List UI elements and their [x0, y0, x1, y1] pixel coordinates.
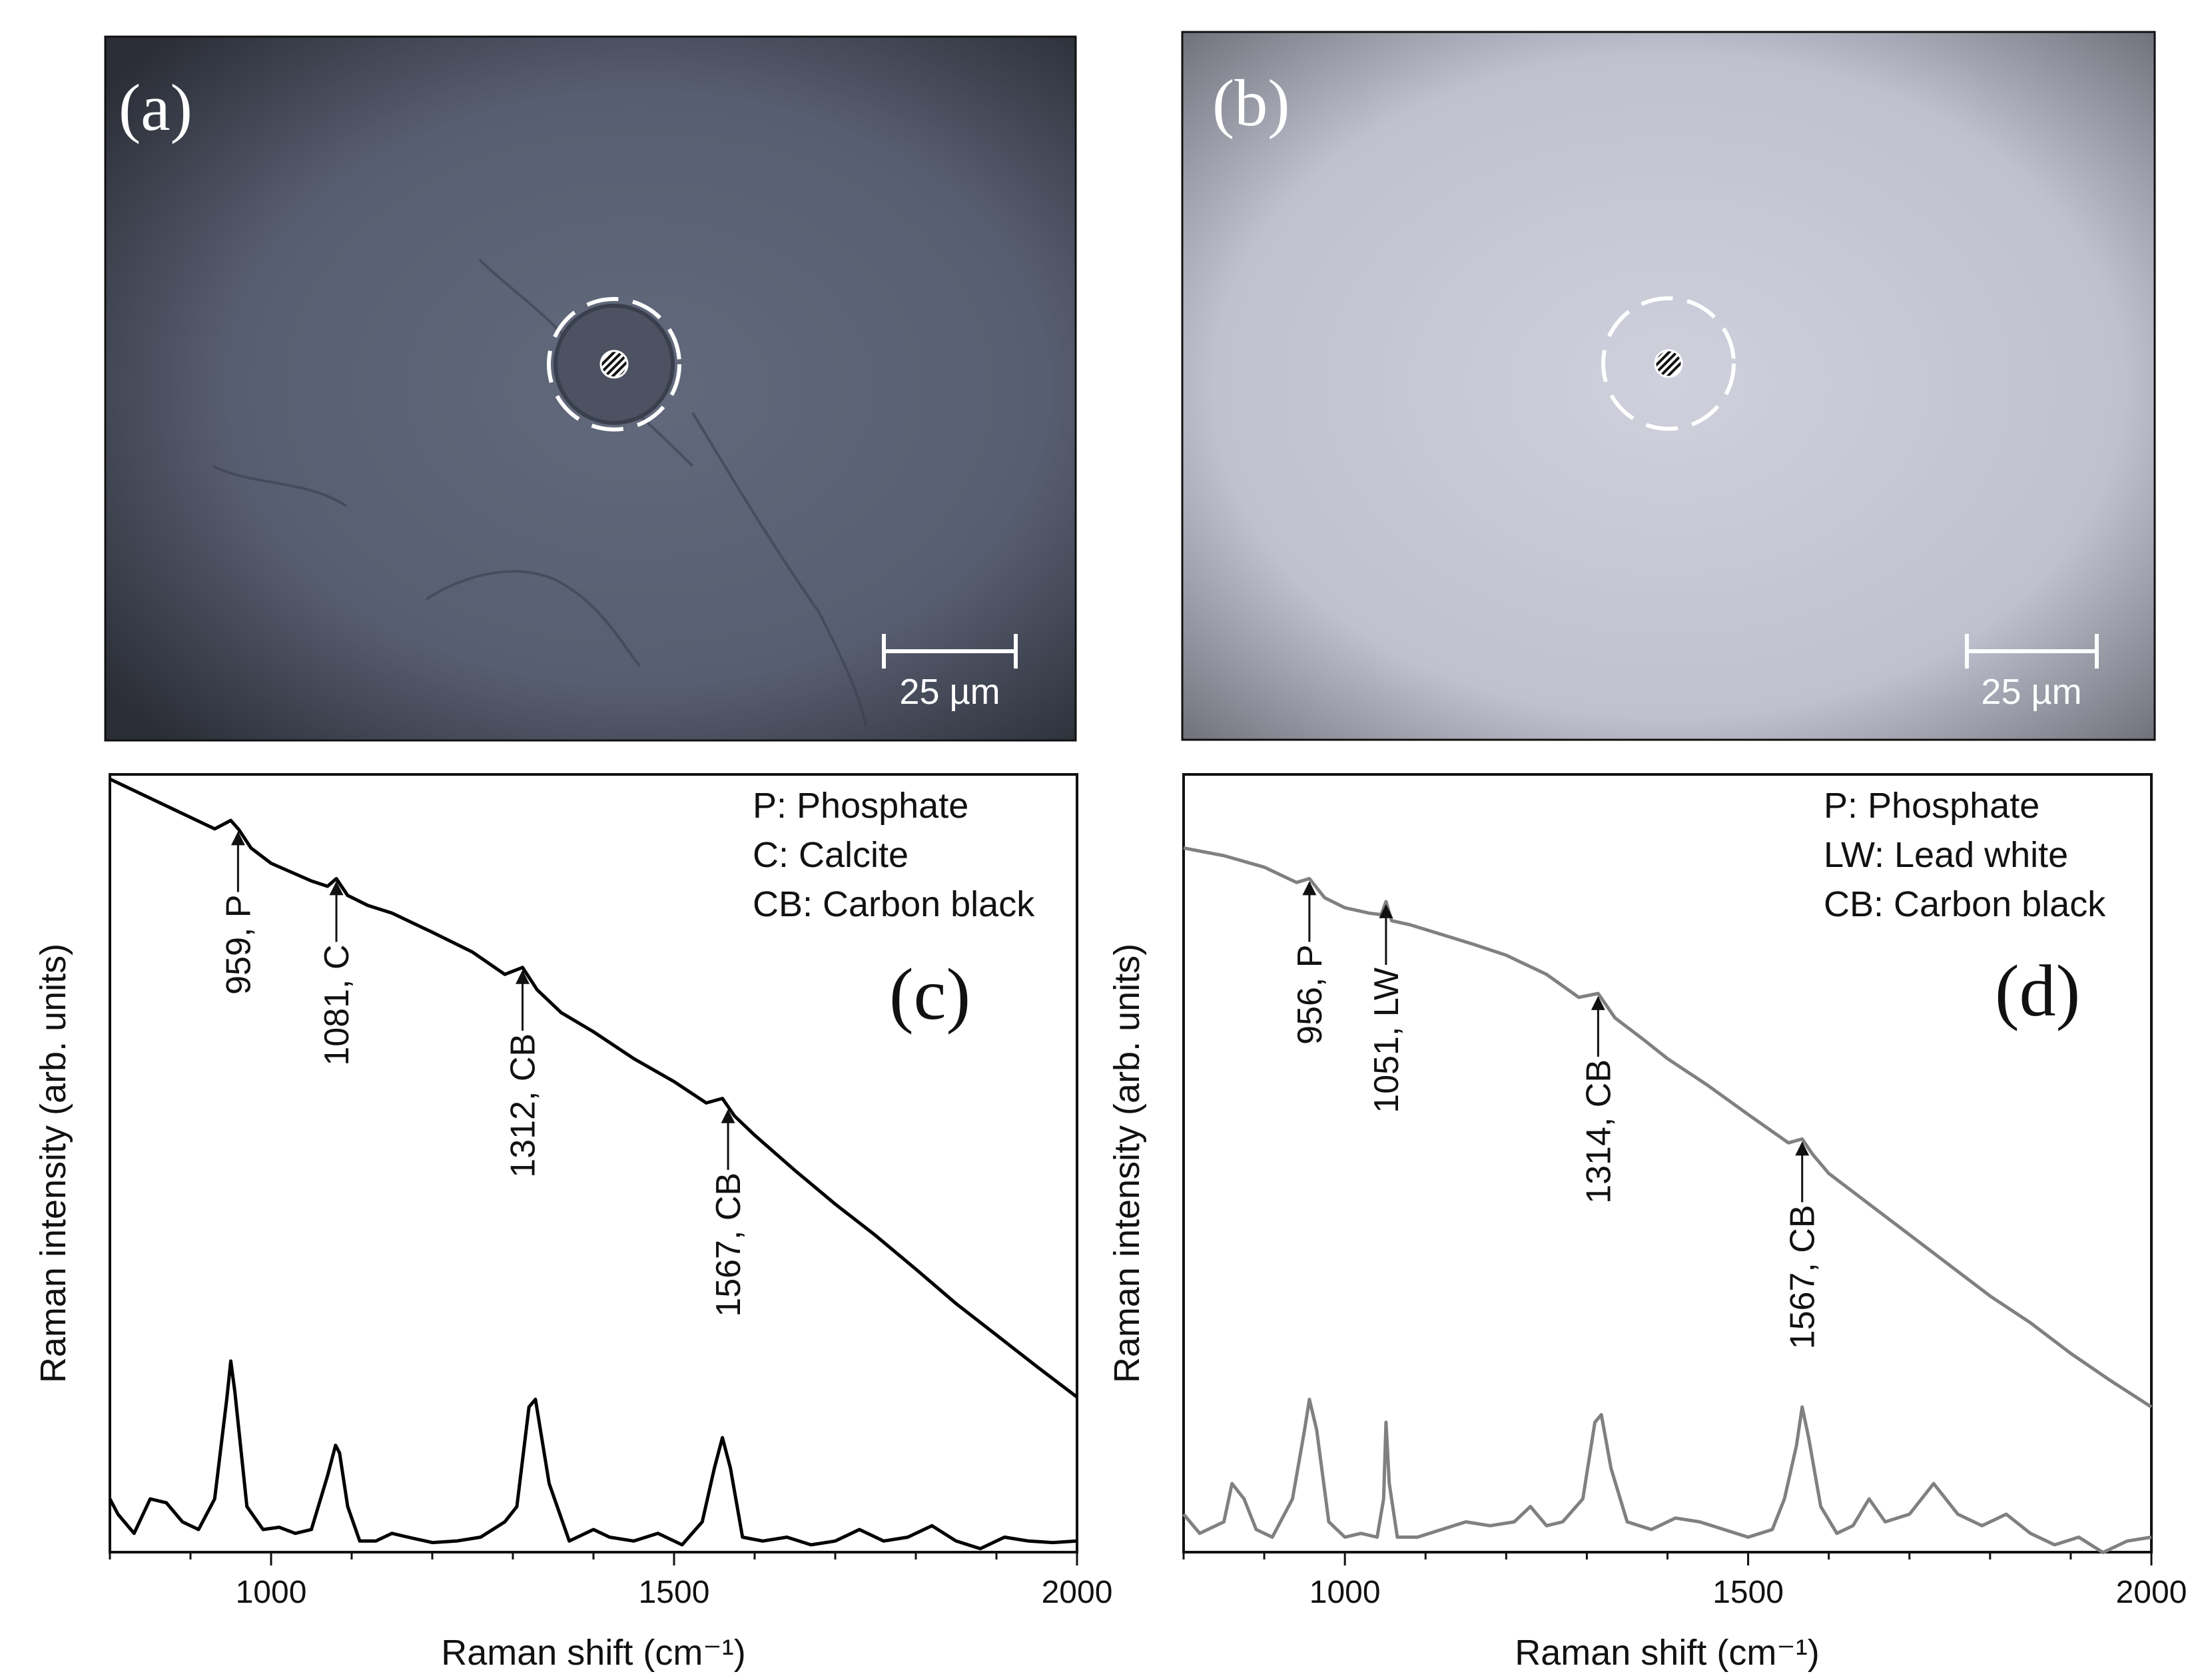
micrograph-a-scale-bar — [882, 634, 1018, 669]
peak-label: 1051, LW — [1367, 968, 1406, 1113]
spectrum-c-xticks: 1000 1500 2000 — [109, 1552, 1113, 1610]
spectrum-d-series-line-1 — [1183, 846, 2153, 1409]
spectrum-c: 959, P 1081, C 1312, CB 1567, CB 1000 1500 20… — [33, 773, 1113, 1673]
spectrum-c-ylabel: Raman intensity (arb. units) — [33, 944, 73, 1383]
micrograph-a-letter: (a) — [119, 71, 192, 144]
spectrum-c-xlabel: Raman shift (cm⁻¹) — [441, 1633, 746, 1673]
peak-label: 1567, CB — [709, 1173, 748, 1317]
peak-label: 959, P — [219, 895, 258, 995]
micrograph-b-laser-spot — [1654, 349, 1683, 378]
micrograph-b: (b) 25 µm — [1181, 31, 2156, 741]
spectrum-c-legend-entry: C: Calcite — [753, 835, 909, 875]
spectrum-c-legend-entry: CB: Carbon black — [753, 884, 1035, 924]
micrograph-b-measurement-circle — [1601, 296, 1736, 431]
spectrum-d: 956, P 1051, LW 1314, CB 1567, CB 1000 1500 2… — [1107, 773, 2187, 1673]
micrograph-a-scale-label: 25 µm — [899, 672, 1000, 712]
x-tick-label: 1500 — [1712, 1575, 1784, 1610]
spectrum-d-legend: P: Phosphate LW: Lead white CB: Carbon b… — [1824, 786, 2106, 924]
x-tick-label: 1000 — [236, 1575, 307, 1610]
x-tick-label: 1000 — [1309, 1575, 1381, 1610]
peak-label: 1312, CB — [504, 1033, 543, 1178]
spectrum-d-legend-entry: CB: Carbon black — [1824, 884, 2106, 924]
spectrum-c-series — [108, 777, 1078, 1551]
spectrum-d-xlabel: Raman shift (cm⁻¹) — [1515, 1633, 1820, 1673]
spectrum-d-xticks: 1000 1500 2000 — [1182, 1552, 2187, 1610]
micrograph-b-scale-label: 25 µm — [1981, 672, 2081, 712]
micrograph-a-measurement-circle — [547, 297, 681, 431]
micrograph-b-background — [1181, 31, 2156, 741]
micrograph-b-letter: (b) — [1212, 66, 1290, 140]
peak-label: 956, P — [1291, 945, 1329, 1045]
micrograph-b-scale-bar — [1965, 634, 2099, 669]
x-tick-label: 2000 — [1042, 1575, 1113, 1610]
micrograph-a: (a) 25 µm — [104, 35, 1077, 742]
spectrum-d-peaks: 956, P 1051, LW 1314, CB 1567, CB — [1291, 881, 1822, 1350]
spectrum-c-legend: P: Phosphate C: Calcite CB: Carbon black — [753, 786, 1035, 924]
spectrum-c-peaks: 959, P 1081, C 1312, CB 1567, CB — [219, 831, 748, 1317]
peak-label: 1567, CB — [1784, 1205, 1822, 1350]
x-tick-label: 2000 — [2116, 1575, 2187, 1610]
micrograph-a-laser-spot — [599, 350, 629, 379]
peak-label: 1081, C — [318, 945, 356, 1066]
spectrum-d-series-line-2 — [1182, 1398, 2152, 1554]
spectrum-c-series-line-2 — [108, 1359, 1078, 1551]
spectrum-c-letter: (c) — [889, 954, 970, 1035]
peak-label: 1314, CB — [1579, 1059, 1618, 1204]
spectrum-d-legend-entry: LW: Lead white — [1824, 835, 2068, 875]
spectrum-d-series — [1182, 846, 2153, 1554]
spectrum-c-series-line-1 — [109, 777, 1078, 1399]
spectrum-d-ylabel: Raman intensity (arb. units) — [1107, 944, 1147, 1383]
spectrum-c-legend-entry: P: Phosphate — [753, 786, 968, 826]
x-tick-label: 1500 — [639, 1575, 710, 1610]
spectrum-d-legend-entry: P: Phosphate — [1824, 786, 2039, 826]
spectrum-d-letter: (d) — [1995, 950, 2080, 1031]
